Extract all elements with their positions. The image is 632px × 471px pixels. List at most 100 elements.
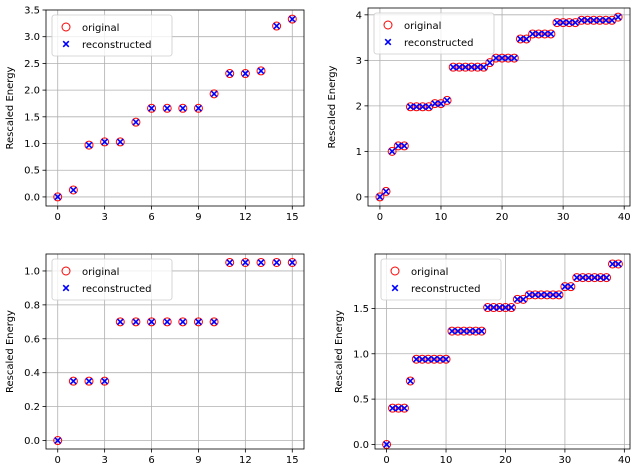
data-point-reconstructed	[257, 67, 265, 75]
data-point-reconstructed	[85, 141, 93, 149]
y-tick-label: 3.0	[24, 32, 40, 43]
data-point-original	[584, 273, 594, 283]
data-point-reconstructed	[101, 138, 109, 146]
y-axis-label: Rescaled Energy	[334, 310, 345, 393]
data-point-original	[566, 282, 576, 292]
data-point-original	[411, 354, 421, 364]
data-point-original	[287, 14, 297, 24]
data-point-original	[399, 141, 409, 151]
data-point-reconstructed	[148, 104, 155, 112]
data-point-original	[68, 185, 78, 195]
x-tick-label: 6	[148, 455, 154, 466]
data-point-reconstructed	[508, 304, 515, 311]
data-point-original	[613, 259, 623, 269]
data-point-reconstructed	[424, 355, 432, 363]
data-point-reconstructed	[547, 30, 555, 38]
data-point-original	[564, 18, 574, 28]
data-point-original	[256, 66, 266, 76]
data-point-reconstructed	[407, 103, 414, 111]
data-point-reconstructed	[448, 327, 456, 335]
data-point-reconstructed	[597, 274, 604, 281]
data-point-reconstructed	[179, 318, 187, 326]
data-point-reconstructed	[555, 291, 563, 299]
data-point-original	[495, 303, 505, 313]
data-point-original	[418, 102, 428, 112]
data-point-reconstructed	[579, 274, 587, 281]
data-point-original	[412, 102, 422, 112]
data-point-reconstructed	[474, 63, 481, 71]
data-point-reconstructed	[573, 274, 581, 281]
data-point-reconstructed	[608, 16, 616, 24]
data-point-original	[459, 326, 469, 336]
y-tick-label: 0.4	[24, 368, 40, 379]
data-point-original	[193, 317, 203, 327]
data-point-original	[572, 273, 582, 283]
data-point-reconstructed	[288, 259, 296, 266]
legend-original-marker	[61, 266, 71, 276]
data-point-reconstructed	[492, 54, 500, 62]
y-axis-label: Rescaled Energy	[5, 66, 16, 149]
data-point-reconstructed	[226, 259, 234, 266]
data-point-reconstructed	[382, 188, 390, 195]
axes-frame	[367, 7, 631, 207]
data-point-original	[131, 317, 141, 327]
data-point-reconstructed	[388, 148, 396, 155]
legend-original-label: original	[404, 21, 441, 32]
axes-frame	[45, 253, 305, 450]
legend-box	[51, 14, 173, 57]
data-point-reconstructed	[241, 259, 249, 266]
data-point-reconstructed	[502, 304, 509, 311]
x-tick-label: 10	[440, 455, 453, 466]
data-point-reconstructed	[504, 54, 512, 62]
legend: original reconstructed	[51, 258, 173, 301]
y-tick-label: 0.0	[24, 192, 40, 203]
data-point-reconstructed	[425, 103, 433, 111]
data-point-original	[578, 273, 588, 283]
data-point-reconstructed	[462, 63, 469, 71]
y-tick-label: 1	[356, 147, 362, 158]
data-point-reconstructed	[519, 295, 527, 303]
y-tick-label: 2	[356, 101, 362, 112]
data-point-original	[388, 403, 398, 413]
chart-panel-bottom-left: 0 3 6 9 12 15 0.0 0.2 0.4 0.6 0.8 1.0 Rescaled Energ…	[5, 253, 305, 466]
data-point-original	[542, 290, 552, 300]
data-point-reconstructed	[443, 97, 451, 104]
data-point-reconstructed	[472, 327, 480, 335]
data-point-reconstructed	[101, 377, 109, 385]
y-tick-label: 0.0	[24, 436, 40, 447]
data-point-original	[100, 137, 110, 147]
data-point-original	[560, 282, 570, 292]
data-point-reconstructed	[498, 54, 506, 62]
legend-box	[373, 12, 495, 55]
data-point-original	[558, 18, 568, 28]
data-point-reconstructed	[449, 63, 457, 71]
data-point-reconstructed	[54, 193, 62, 201]
data-point-original	[467, 62, 477, 72]
data-point-original	[454, 62, 464, 72]
x-tick-label: 0	[383, 455, 389, 466]
data-point-original	[518, 294, 528, 304]
data-point-reconstructed	[69, 186, 77, 194]
y-tick-label: 0.5	[24, 166, 40, 177]
y-tick-label: 1.0	[353, 349, 369, 360]
y-tick-label: 2.5	[24, 59, 40, 70]
x-tick-label: 15	[286, 455, 299, 466]
data-point-original	[602, 273, 612, 283]
data-point-original	[240, 69, 250, 79]
data-point-reconstructed	[535, 30, 543, 38]
x-tick-label: 0	[55, 455, 61, 466]
data-point-original	[483, 303, 493, 313]
data-point-reconstructed	[559, 19, 567, 26]
data-point-reconstructed	[210, 90, 218, 98]
data-point-reconstructed	[407, 377, 414, 385]
data-point-original	[240, 257, 250, 267]
data-point-original	[256, 257, 266, 267]
data-point-original	[115, 317, 125, 327]
data-point-original	[209, 89, 219, 99]
legend-original-marker	[383, 20, 393, 30]
data-point-original	[68, 376, 78, 386]
x-tick-label: 9	[195, 212, 201, 223]
data-point-reconstructed	[431, 100, 439, 107]
legend-reconstructed-marker	[62, 40, 70, 48]
data-point-reconstructed	[549, 291, 557, 299]
